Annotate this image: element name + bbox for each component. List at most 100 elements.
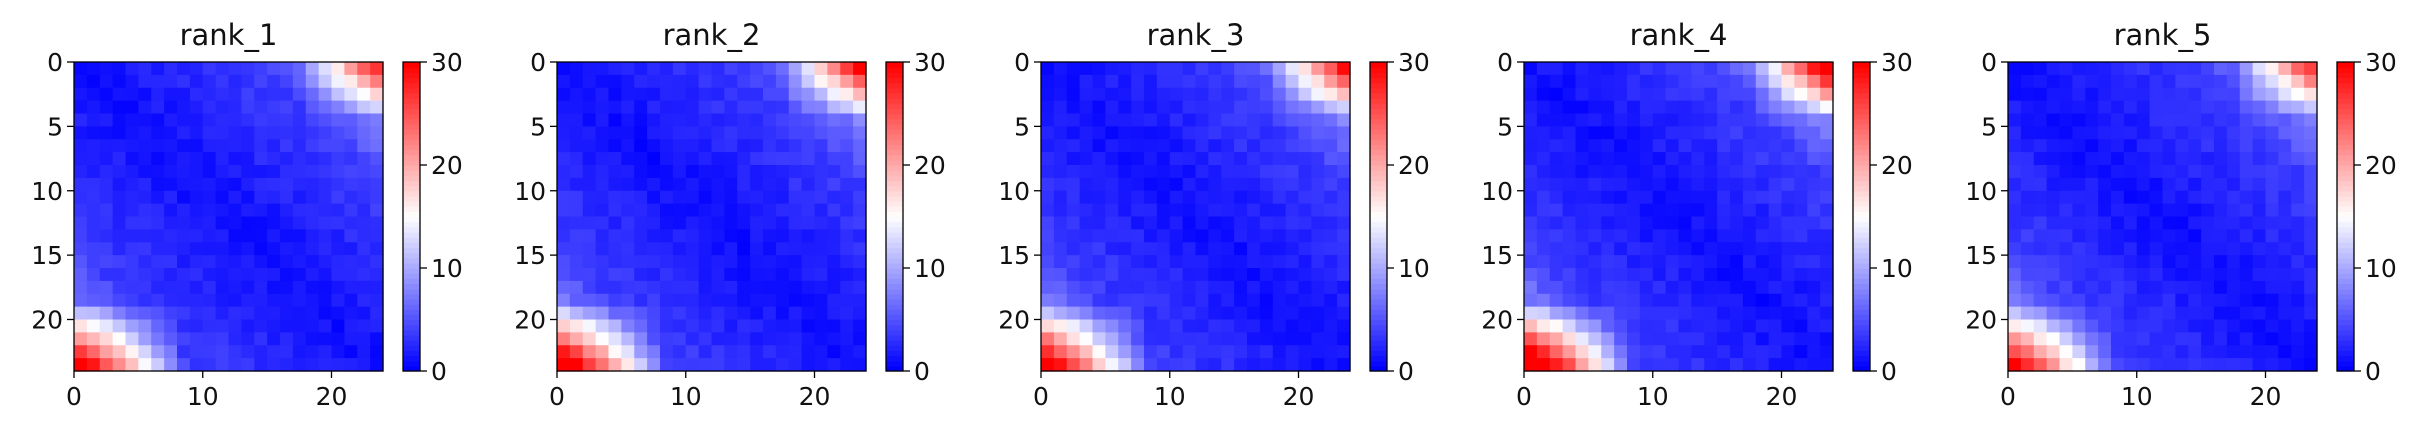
heatmap-cell: [1614, 100, 1628, 115]
heatmap-cell: [1614, 293, 1628, 308]
heatmap-cell: [840, 216, 854, 230]
heatmap-cell: [1639, 229, 1654, 243]
heatmap-cell: [647, 345, 661, 359]
heatmap-cell: [647, 190, 661, 205]
heatmap-cell: [1285, 358, 1300, 372]
heatmap-cell: [582, 306, 597, 321]
colorbar-segment: [403, 206, 420, 212]
colorbar-segment: [403, 221, 420, 228]
heatmap-cell: [1092, 203, 1106, 218]
heatmap-cell: [2265, 87, 2279, 102]
heatmap-cell: [1066, 280, 1081, 295]
heatmap-cell: [2304, 126, 2318, 140]
heatmap-cell: [2252, 255, 2267, 269]
heatmap-cell: [1794, 332, 1808, 346]
heatmap-cell: [2098, 87, 2112, 102]
heatmap-cell: [827, 113, 841, 127]
heatmap-cell: [711, 319, 725, 333]
heatmap-cell: [125, 345, 139, 359]
heatmap-cell: [2175, 165, 2189, 179]
colorbar-segment: [403, 185, 420, 192]
heatmap-cell: [1575, 242, 1589, 256]
heatmap-cell: [737, 229, 751, 243]
heatmap-cell: [1678, 126, 1692, 140]
heatmap-cell: [1247, 242, 1261, 256]
heatmap-cell: [634, 177, 648, 192]
heatmap-cell: [1337, 113, 1351, 127]
colorbar-segment: [1853, 77, 1870, 84]
heatmap-cell: [1298, 152, 1312, 166]
heatmap-cell: [2291, 203, 2305, 218]
heatmap-cell: [2265, 242, 2279, 256]
heatmap-cell: [1221, 332, 1235, 346]
heatmap-cell: [2123, 126, 2138, 140]
heatmap-cell: [1247, 358, 1261, 372]
colorbar-segment: [403, 128, 420, 135]
heatmap-cell: [685, 152, 700, 166]
x-tick-label: 10: [670, 382, 702, 411]
heatmap-cell: [660, 203, 674, 218]
heatmap-cell: [750, 139, 764, 153]
heatmap-cell: [1131, 255, 1145, 269]
heatmap-cell: [672, 87, 687, 102]
heatmap-cell: [1794, 190, 1808, 205]
colorbar-segment: [1370, 195, 1387, 202]
heatmap-cell: [1247, 152, 1261, 166]
heatmap-cell: [2291, 216, 2305, 230]
heatmap-cell: [1665, 87, 1680, 102]
heatmap-cell: [1066, 190, 1081, 205]
heatmap-cell: [763, 126, 777, 140]
heatmap-cell: [840, 113, 854, 127]
heatmap-cell: [2291, 152, 2305, 166]
heatmap-cell: [1575, 139, 1589, 153]
colorbar-tick-label: 30: [914, 48, 946, 77]
heatmap-cell: [1717, 358, 1731, 372]
heatmap-cell: [177, 190, 191, 205]
heatmap-cell: [1691, 255, 1705, 269]
heatmap-cell: [1131, 242, 1145, 256]
heatmap-cell: [634, 165, 648, 179]
heatmap-cell: [1337, 358, 1351, 372]
heatmap-cell: [827, 358, 841, 372]
heatmap-cell: [2175, 332, 2189, 346]
heatmap-cell: [292, 242, 307, 256]
heatmap-cell: [775, 203, 790, 218]
heatmap-cell: [2111, 293, 2125, 308]
heatmap-cell: [827, 139, 841, 153]
heatmap-cell: [1627, 203, 1641, 218]
heatmap-cell: [788, 268, 803, 282]
heatmap-cell: [840, 203, 854, 218]
heatmap-cell: [1053, 165, 1068, 179]
colorbar-tick-label: 30: [2365, 48, 2397, 77]
heatmap-cell: [1182, 74, 1197, 89]
heatmap-cell: [1755, 152, 1770, 166]
heatmap-cell: [1324, 332, 1338, 346]
heatmap-cell: [2046, 216, 2061, 230]
heatmap-cell: [660, 268, 674, 282]
heatmap-cell: [1272, 100, 1287, 115]
heatmap-cell: [189, 306, 204, 321]
heatmap-cell: [1182, 345, 1197, 359]
heatmap-cell: [2162, 203, 2176, 218]
heatmap-cell: [1807, 293, 1821, 308]
colorbar-segment: [2337, 231, 2354, 238]
heatmap-cell: [1053, 203, 1068, 218]
heatmap-cell: [1131, 203, 1145, 218]
heatmap-cell: [621, 87, 635, 102]
heatmap-cell: [1639, 203, 1654, 218]
heatmap-cell: [1298, 358, 1312, 372]
heatmap-cell: [1066, 177, 1081, 192]
heatmap-cell: [1259, 74, 1274, 89]
heatmap-cell: [2059, 139, 2073, 153]
colorbar-segment: [1853, 175, 1870, 182]
heatmap-cell: [125, 100, 139, 115]
colorbar-segment: [886, 298, 903, 305]
heatmap-cell: [724, 203, 738, 218]
colorbar-segment: [403, 113, 420, 120]
heatmap-cell: [595, 268, 610, 282]
heatmap-cell: [1627, 306, 1641, 321]
heatmap-cell: [370, 87, 384, 102]
heatmap-cell: [1524, 216, 1538, 230]
heatmap-cell: [2265, 113, 2279, 127]
colorbar-segment: [403, 226, 420, 233]
